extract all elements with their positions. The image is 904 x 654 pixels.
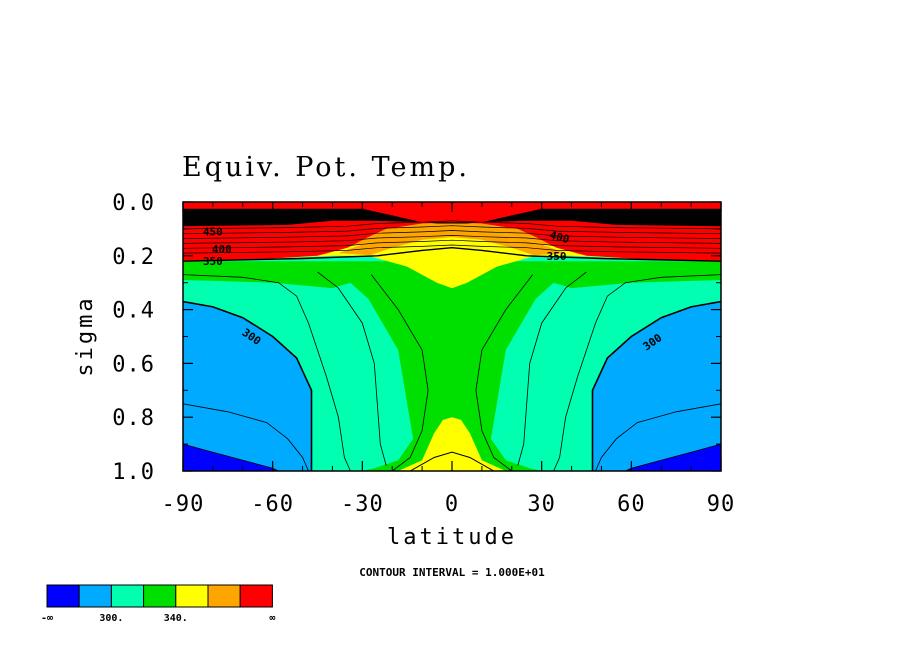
fill-band-yellow-bottom bbox=[398, 417, 506, 471]
contour-280-right bbox=[625, 443, 721, 471]
colorbar-swatch bbox=[110, 584, 145, 608]
colorbar-labels: -∞ 300. 340. ∞ bbox=[41, 613, 275, 624]
colorbar-label: ∞ bbox=[269, 613, 275, 624]
contour-label: 450 bbox=[203, 226, 223, 239]
fill-band-lightblue-left bbox=[183, 301, 312, 471]
colorbar-swatch bbox=[143, 584, 177, 608]
y-tick-label: 0.4 bbox=[112, 299, 155, 324]
contour-label: 400 bbox=[548, 229, 571, 247]
contour-label: 350 bbox=[203, 255, 223, 268]
colorbar-swatch bbox=[239, 584, 273, 608]
x-tick-label: 30 bbox=[527, 492, 556, 517]
contour-label: 350 bbox=[547, 250, 567, 263]
y-tick-labels: 0.0 0.2 0.4 0.6 0.8 1.0 bbox=[112, 191, 155, 485]
colorbar bbox=[46, 584, 273, 608]
contour-310-left bbox=[183, 274, 351, 471]
fill-dense-contours bbox=[183, 208, 721, 227]
y-tick-label: 1.0 bbox=[112, 460, 155, 485]
contour-lines bbox=[183, 220, 721, 471]
colorbar-label: 340. bbox=[164, 613, 188, 624]
contour-strat-3 bbox=[183, 235, 721, 244]
contour-330-right bbox=[517, 271, 587, 466]
contour-310-right bbox=[553, 274, 721, 471]
contour-300-left bbox=[183, 300, 313, 471]
y-axis-label: sigma bbox=[73, 295, 98, 376]
chart-title: Equiv. Pot. Temp. bbox=[182, 152, 470, 183]
y-tick-label: 0.6 bbox=[112, 352, 155, 377]
contour-strat-1 bbox=[183, 225, 721, 235]
fill-band-green bbox=[183, 261, 721, 471]
x-axis-label: latitude bbox=[387, 525, 517, 550]
y-tick-label: 0.0 bbox=[112, 191, 155, 216]
colorbar-label: -∞ bbox=[41, 613, 53, 624]
contour-strat-5 bbox=[183, 244, 721, 254]
contour-330-left bbox=[317, 271, 387, 466]
fill-band-lightblue-right bbox=[592, 301, 721, 471]
y-tick-label: 0.2 bbox=[112, 245, 155, 270]
x-tick-label: -90 bbox=[162, 492, 205, 517]
contour-strat-4 bbox=[183, 239, 721, 249]
contour-360-bottom bbox=[409, 451, 495, 471]
colorbar-swatch bbox=[78, 584, 112, 608]
x-tick-label: -30 bbox=[341, 492, 384, 517]
x-tick-labels: -90 -60 -30 0 30 60 90 bbox=[162, 492, 736, 517]
x-tick-label: 60 bbox=[617, 492, 646, 517]
contour-290-right bbox=[595, 403, 721, 471]
contour-345-right bbox=[475, 274, 534, 471]
contour-interval-note: CONTOUR INTERVAL = 1.000E+01 bbox=[359, 566, 545, 579]
contour-345-left bbox=[370, 274, 429, 471]
colorbar-label: 300. bbox=[99, 613, 123, 624]
contour-350 bbox=[183, 246, 721, 262]
contour-strat-2 bbox=[183, 230, 721, 239]
colorbar-swatch bbox=[175, 584, 209, 608]
x-tick-label: -60 bbox=[251, 492, 294, 517]
colorbar-swatch bbox=[207, 584, 241, 608]
y-tick-label: 0.8 bbox=[112, 406, 155, 431]
contour-300-right bbox=[591, 300, 721, 471]
contour-290-left bbox=[183, 403, 309, 471]
contour-280-left bbox=[183, 443, 279, 471]
colorbar-swatch bbox=[46, 584, 80, 608]
x-tick-label: 90 bbox=[707, 492, 736, 517]
x-tick-label: 0 bbox=[445, 492, 459, 517]
axis-ticks bbox=[182, 201, 722, 472]
contour-strat-0 bbox=[183, 220, 721, 230]
fill-band-yellow-inner bbox=[368, 237, 536, 289]
contour-label: 400 bbox=[212, 243, 232, 256]
